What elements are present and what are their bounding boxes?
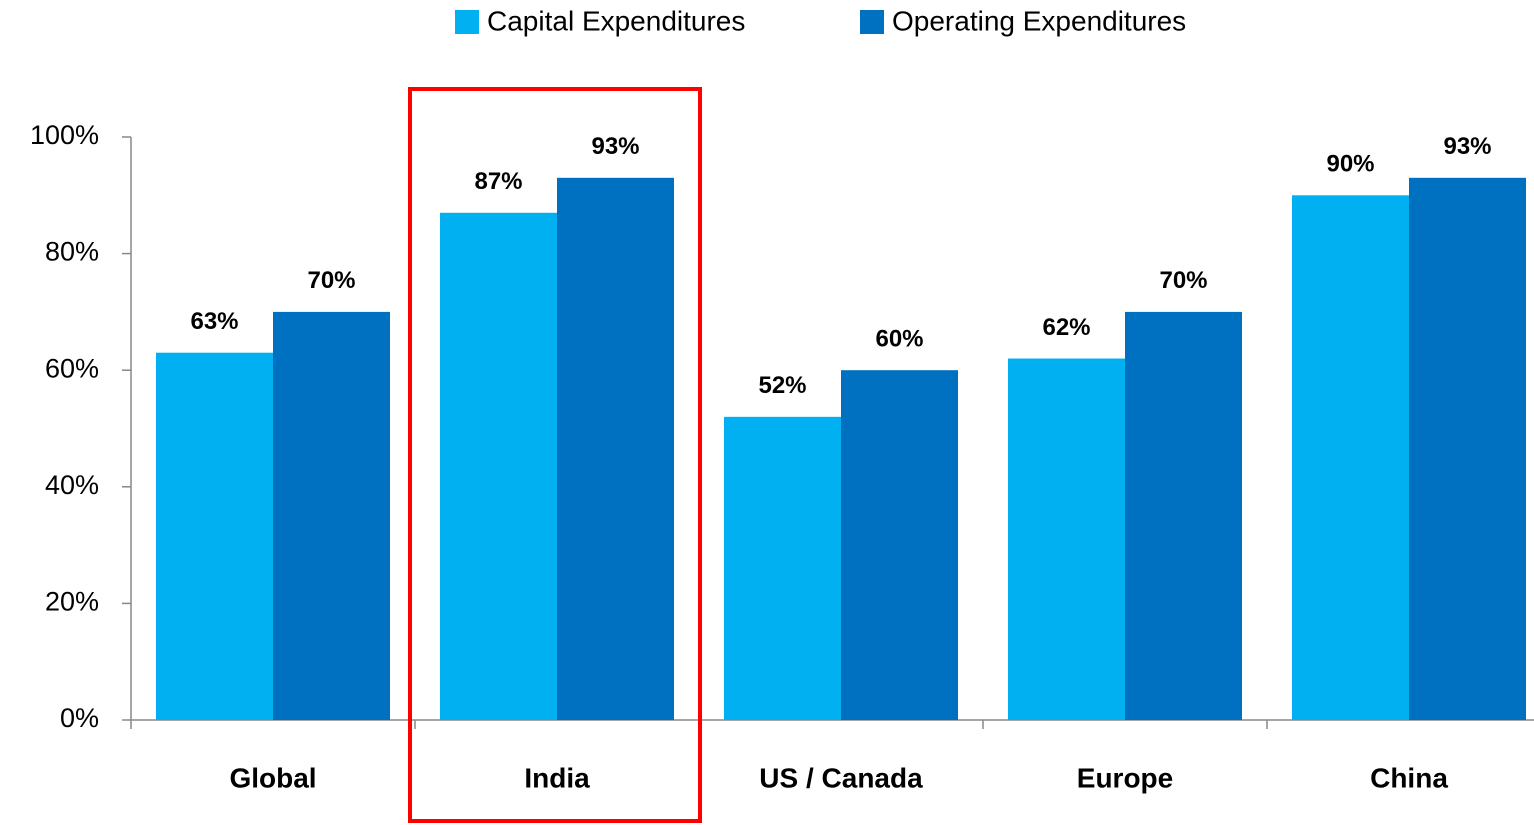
x-tick-label: China — [1370, 762, 1448, 793]
x-tick-label: Europe — [1077, 762, 1173, 793]
y-tick-label: 100% — [30, 120, 99, 150]
highlight-box — [408, 87, 702, 823]
data-label: 63% — [190, 308, 238, 335]
data-label: 93% — [1443, 133, 1491, 160]
legend-label: Capital Expenditures — [487, 5, 745, 36]
bar — [841, 370, 958, 720]
bar — [724, 416, 841, 720]
data-label: 90% — [1326, 151, 1374, 178]
bar — [440, 212, 557, 721]
y-tick-label: 40% — [45, 470, 99, 500]
bar — [557, 177, 674, 720]
legend-label: Operating Expenditures — [892, 5, 1186, 36]
legend-swatch — [455, 10, 479, 34]
data-label: 52% — [758, 372, 806, 399]
y-tick-label: 60% — [45, 353, 99, 383]
bar — [273, 311, 390, 720]
bar — [1292, 195, 1409, 721]
legend-swatch — [860, 10, 884, 34]
bar — [156, 352, 273, 720]
data-label: 70% — [307, 267, 355, 294]
y-tick-label: 20% — [45, 587, 99, 617]
x-tick-label: US / Canada — [759, 762, 923, 793]
bar — [1409, 177, 1526, 720]
x-tick-label: Global — [229, 762, 316, 793]
data-label: 93% — [591, 133, 639, 160]
y-tick-label: 0% — [60, 703, 99, 733]
data-label: 87% — [474, 168, 522, 195]
bar — [1008, 358, 1125, 720]
data-label: 70% — [1159, 267, 1207, 294]
bar — [1125, 311, 1242, 720]
x-tick-label: India — [524, 762, 590, 793]
data-label: 60% — [875, 326, 923, 353]
y-tick-label: 80% — [45, 237, 99, 267]
data-label: 62% — [1042, 314, 1090, 341]
